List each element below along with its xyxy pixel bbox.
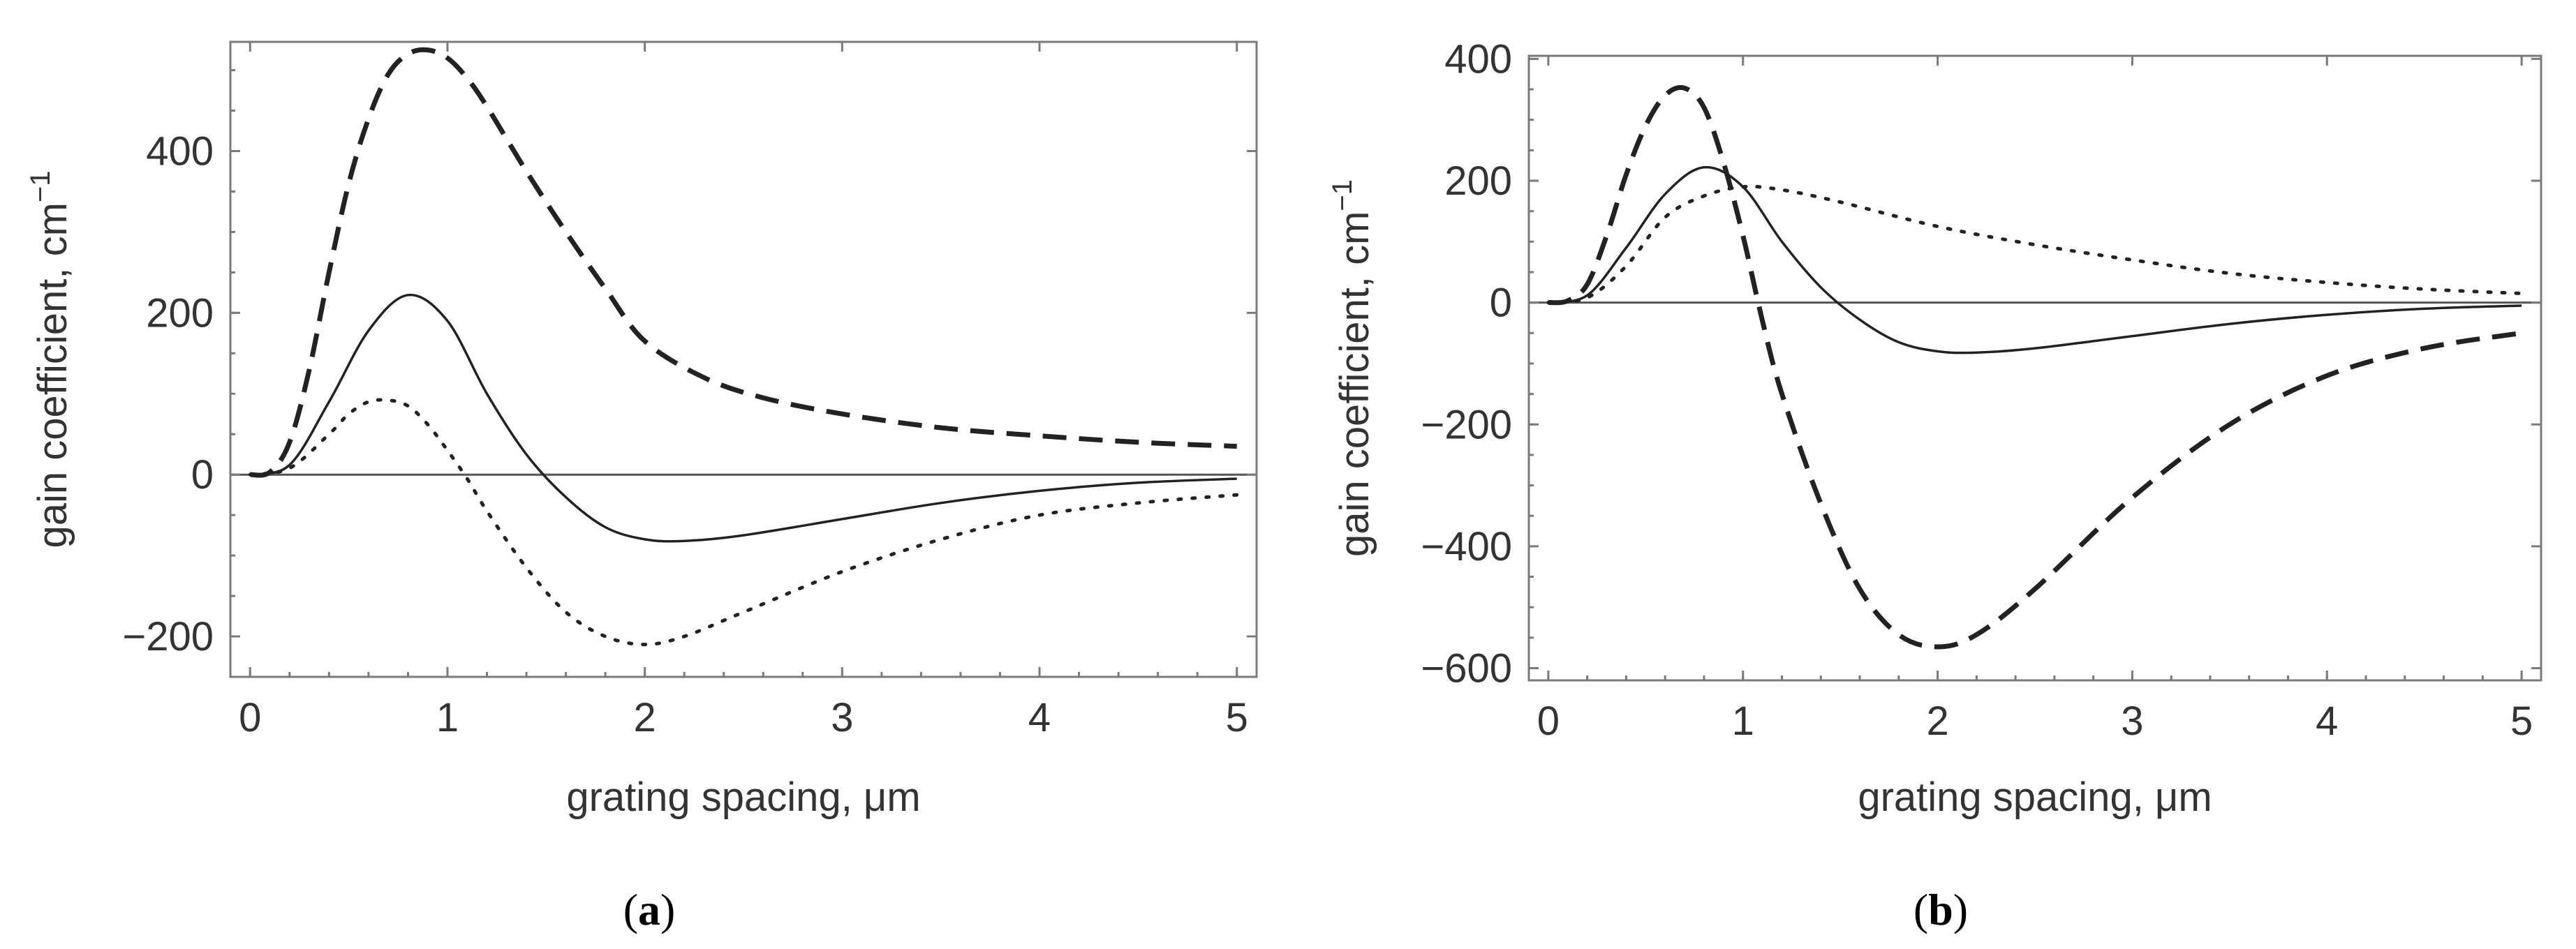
y-axis-label-text: gain coefficient, cm	[30, 202, 75, 548]
y-tick-label: −200	[1421, 402, 1512, 447]
y-tick-label: 0	[191, 452, 214, 498]
plot-frame	[1527, 54, 2542, 682]
y-tick-label: 400	[146, 128, 214, 174]
x-tick-label: 2	[634, 695, 656, 740]
x-axis-label: grating spacing, μm	[1858, 775, 2212, 820]
x-axis-label: grating spacing, μm	[566, 775, 920, 820]
y-tick-label: 200	[146, 290, 214, 336]
y-tick-label: −600	[1421, 646, 1512, 692]
panel-caption: (a)	[623, 885, 676, 934]
x-tick-label: 4	[2316, 698, 2338, 744]
chart-panel-b: 0 1 2 3 4 5 −600 −400 −200 0 200 400 grating spacing…	[1327, 36, 2542, 934]
x-tick-label: 0	[1537, 698, 1560, 744]
x-tick-label: 3	[2121, 698, 2143, 744]
caption-close: )	[1953, 885, 1968, 934]
x-tick-label: 4	[1028, 695, 1051, 740]
series-dotted-line	[248, 398, 1239, 647]
y-axis-label: gain coefficient, cm−1	[25, 170, 75, 548]
y-axis-label-superscript: −1	[1327, 179, 1358, 211]
y-axis-label-superscript: −1	[25, 170, 56, 202]
x-tick-label: 2	[1926, 698, 1948, 744]
y-axis-label-text: gain coefficient, cm	[1332, 211, 1377, 557]
y-tick-label: −400	[1421, 524, 1512, 569]
series-dotted-line	[1546, 184, 2524, 305]
series-dashed-line	[1548, 84, 2522, 650]
y-axis-label: gain coefficient, cm−1	[1327, 179, 1377, 557]
caption-letter: b	[1928, 885, 1953, 934]
series-dashed-line	[249, 47, 1237, 478]
y-tick-label: −200	[122, 614, 214, 659]
chart-panel-a: 0 1 2 3 4 5 −200 0 200 400 grating spacing, μm gain…	[25, 40, 1258, 934]
x-tick-label: 1	[436, 695, 459, 740]
caption-open: (	[623, 885, 638, 934]
x-tick-label: 0	[239, 695, 261, 740]
caption-open: (	[1914, 885, 1928, 934]
x-tick-label: 1	[1732, 698, 1754, 744]
panel-caption: (b)	[1914, 885, 1968, 934]
y-tick-label: 400	[1444, 36, 1512, 82]
x-tick-label: 5	[1226, 695, 1248, 740]
series-solid-line	[1548, 165, 2522, 354]
y-tick-label: 0	[1490, 281, 1512, 326]
y-tick-label: 200	[1444, 158, 1512, 204]
x-tick-label: 3	[831, 695, 853, 740]
series-solid-line	[249, 293, 1237, 543]
caption-close: )	[660, 885, 675, 934]
caption-letter: a	[638, 885, 660, 934]
x-tick-label: 5	[2510, 698, 2533, 744]
plot-frame	[229, 40, 1258, 678]
